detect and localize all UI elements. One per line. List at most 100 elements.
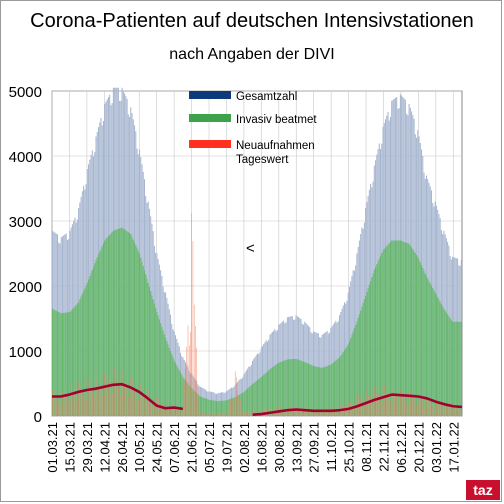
bar-invasiv (138, 253, 141, 416)
bar-invasiv (351, 334, 353, 416)
bar-invasiv (284, 360, 286, 416)
bar-invasiv (165, 338, 167, 416)
bar-invasiv (220, 400, 223, 416)
bar-invasiv (455, 321, 457, 416)
bar-invasiv (175, 363, 177, 416)
bar-invasiv (99, 251, 101, 416)
bar-invasiv (168, 347, 170, 416)
bar-invasiv (370, 280, 372, 416)
bar-invasiv (439, 301, 441, 416)
bar-invasiv (367, 288, 369, 416)
bar-invasiv (398, 240, 400, 416)
bar-invasiv (170, 351, 172, 416)
bar-invasiv (285, 359, 287, 416)
bar-invasiv (433, 290, 435, 416)
bar-invasiv (132, 239, 134, 416)
bar-invasiv (271, 367, 273, 416)
bar-invasiv (119, 228, 121, 416)
bar-invasiv (281, 361, 283, 416)
bar-invasiv (291, 359, 293, 416)
bar-invasiv (104, 240, 106, 416)
bar-invasiv (124, 229, 126, 416)
bar-invasiv (54, 310, 56, 416)
chart-subtitle: nach Angaben der DIVI (169, 46, 335, 63)
bar-invasiv (71, 309, 73, 416)
bar-invasiv (247, 388, 249, 416)
bar-invasiv (413, 251, 415, 416)
bar-invasiv (102, 243, 104, 416)
bar-invasiv (337, 358, 339, 416)
bar-invasiv (382, 250, 384, 416)
bar-invasiv (273, 366, 275, 416)
x-tick-label: 08.11.21 (359, 422, 374, 472)
bar-invasiv (427, 278, 429, 416)
bar-invasiv (136, 247, 138, 416)
bar-invasiv (445, 312, 447, 416)
bar-invasiv (347, 344, 349, 416)
x-tick-label: 06.12.21 (394, 422, 409, 473)
annotation-mark: < (246, 240, 255, 257)
bar-invasiv (341, 353, 343, 416)
bar-invasiv (55, 310, 57, 416)
bar-invasiv (115, 229, 117, 416)
x-tick-label: 16.08.21 (254, 422, 269, 473)
bar-invasiv (403, 241, 405, 416)
bar-invasiv (377, 261, 379, 416)
bar-invasiv (258, 379, 260, 416)
bar-invasiv (307, 363, 309, 416)
x-tick-label: 05.07.21 (202, 422, 217, 473)
bar-invasiv (383, 248, 385, 416)
bar-invasiv (261, 375, 264, 416)
bar-invasiv (152, 299, 154, 416)
bar-invasiv (269, 369, 271, 416)
bar-invasiv (329, 365, 331, 416)
bar-invasiv (320, 367, 322, 416)
bar-invasiv (389, 241, 391, 416)
bar-invasiv (216, 400, 218, 416)
bar-invasiv (66, 312, 68, 416)
bar-invasiv (428, 280, 430, 416)
bar-invasiv (110, 233, 112, 416)
bar-invasiv (58, 312, 60, 416)
bar-invasiv (155, 307, 157, 416)
bar-invasiv (81, 293, 83, 416)
bar-invasiv (84, 288, 86, 416)
bar-invasiv (211, 400, 213, 416)
bar-invasiv (309, 364, 311, 416)
bar-invasiv (250, 385, 252, 416)
bar-invasiv (339, 357, 341, 416)
bar-invasiv (299, 360, 301, 416)
bar-invasiv (140, 257, 142, 416)
bar-invasiv (437, 297, 439, 416)
bar-invasiv (316, 366, 318, 416)
bar-invasiv (265, 372, 267, 416)
bar-invasiv (244, 390, 246, 416)
bar-invasiv (345, 348, 347, 416)
bar-invasiv (145, 274, 147, 416)
x-tick-label: 12.04.21 (97, 422, 112, 473)
bar-invasiv (412, 249, 414, 416)
bar-invasiv (363, 299, 365, 416)
bar-invasiv (263, 374, 265, 416)
bar-invasiv (171, 354, 173, 416)
bar-invasiv (452, 321, 454, 416)
bar-invasiv (240, 393, 242, 416)
bar-invasiv (416, 254, 418, 416)
bar-invasiv (63, 312, 65, 416)
bar-invasiv (430, 285, 432, 416)
bar-invasiv (302, 361, 305, 416)
bar-invasiv (93, 266, 95, 416)
bar-invasiv (326, 366, 328, 416)
bar-invasiv (86, 282, 88, 416)
bar-invasiv (130, 234, 132, 416)
bar-invasiv (355, 325, 357, 416)
bar-invasiv (126, 231, 128, 416)
bar-invasiv (373, 269, 375, 416)
bar-invasiv (111, 232, 113, 416)
bar-invasiv (106, 237, 108, 416)
chart-title: Corona-Patienten auf deutschen Intensivs… (30, 10, 474, 32)
bar-invasiv (162, 330, 164, 416)
bar-invasiv (270, 368, 272, 416)
